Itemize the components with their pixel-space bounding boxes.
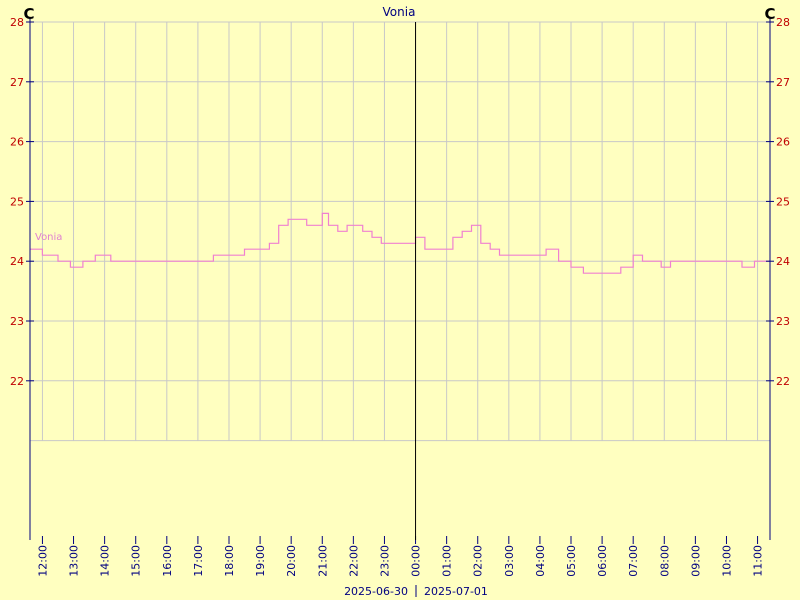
- x-tick-label: 07:00: [627, 545, 640, 577]
- y-tick-label-left: 27: [10, 76, 24, 89]
- y-tick-label-right: 28: [776, 16, 790, 29]
- y-tick-label-right: 22: [776, 375, 790, 388]
- chart-title: Vonia: [383, 5, 416, 19]
- y-tick-label-right: 23: [776, 315, 790, 328]
- x-tick-label: 11:00: [752, 545, 765, 577]
- x-tick-label: 08:00: [658, 545, 671, 577]
- axis-layer: 22 22 23 23 24 24 25 25 26 26 27 27 28 28 12:00 13:00 14…: [10, 16, 790, 577]
- series-label: Vonia: [35, 232, 62, 243]
- y-tick-label-left: 25: [10, 195, 24, 208]
- x-tick-label: 23:00: [378, 545, 391, 577]
- x-tick-label: 14:00: [99, 545, 112, 577]
- grid-layer: [30, 21, 770, 442]
- x-tick-label: 16:00: [161, 545, 174, 577]
- y-tick-label-left: 22: [10, 375, 24, 388]
- y-tick-label-left: 23: [10, 315, 24, 328]
- date-label-right: 2025-07-01: [424, 585, 488, 598]
- y-tick-label-left: 26: [10, 136, 24, 149]
- x-tick-label: 18:00: [223, 545, 236, 577]
- x-tick-label: 00:00: [410, 545, 423, 577]
- x-tick-label: 10:00: [720, 545, 733, 577]
- x-tick-label: 03:00: [503, 545, 516, 577]
- x-tick-label: 17:00: [192, 545, 205, 577]
- date-label-left: 2025-06-30: [344, 585, 408, 598]
- x-tick-label: 01:00: [441, 545, 454, 577]
- y-tick-label-left: 28: [10, 16, 24, 29]
- y-tick-label-right: 26: [776, 136, 790, 149]
- y-tick-label-left: 24: [10, 255, 24, 268]
- y-tick-label-right: 27: [776, 76, 790, 89]
- y-tick-label-right: 25: [776, 195, 790, 208]
- x-tick-label: 20:00: [285, 545, 298, 577]
- x-tick-label: 02:00: [472, 545, 485, 577]
- x-tick-label: 04:00: [534, 545, 547, 577]
- x-tick-label: 15:00: [130, 545, 143, 577]
- x-tick-label: 22:00: [347, 545, 360, 577]
- x-tick-label: 05:00: [565, 545, 578, 577]
- x-tick-label: 21:00: [316, 545, 329, 577]
- x-tick-label: 19:00: [254, 545, 267, 577]
- x-tick-label: 12:00: [36, 545, 49, 577]
- x-tick-label: 06:00: [596, 545, 609, 577]
- y-tick-label-right: 24: [776, 255, 790, 268]
- x-tick-label: 09:00: [689, 545, 702, 577]
- unit-label-left: C: [23, 5, 34, 23]
- x-tick-label: 13:00: [68, 545, 81, 577]
- unit-label-right: C: [764, 5, 775, 23]
- label-layer: Vonia C C Vonia 2025-06-30 2025-07-01: [23, 5, 775, 598]
